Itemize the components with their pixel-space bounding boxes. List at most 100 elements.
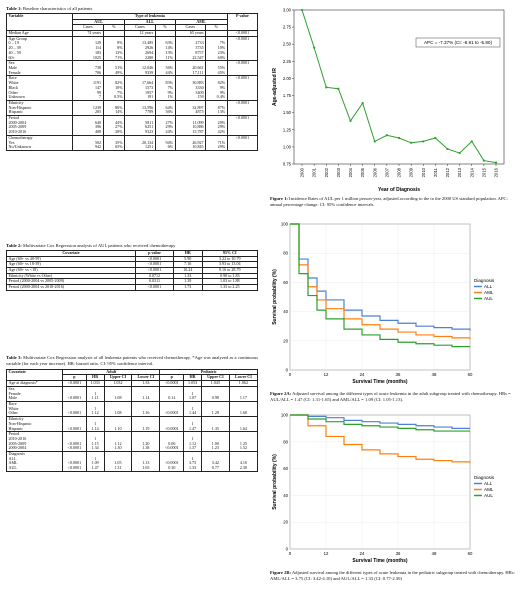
t3-adult-cell: 1.12 1.30: [103, 431, 133, 453]
table-row: Age Group 0 – 19 20 – 39 40 – 59 60+ 129…: [6, 35, 259, 62]
y-tick-label: 2.75: [283, 25, 292, 30]
data-point: [446, 147, 449, 151]
table-row: Diagnosis ALL AML AUL <0.0001 <0.0001 1 …: [6, 451, 259, 472]
x-tick-label: 2014: [469, 167, 474, 177]
t3-ped-cell: 0.98: [200, 385, 230, 403]
x-tick-label: 2011: [433, 167, 438, 177]
t1-pvalue: <0.0001: [226, 35, 259, 62]
legend-label-aml: AML: [484, 487, 494, 492]
data-point: [349, 119, 352, 122]
table-row: Period (2000-2004 vs 2010-2016) <0.0001 1.…: [6, 284, 259, 291]
x-tick-label: 2010: [421, 167, 426, 177]
t1-aml_p: 55% 45%: [205, 60, 228, 77]
data-point: [337, 87, 340, 90]
table1: Variable Type of leukemia P value AUL AL…: [6, 12, 259, 151]
t3-ped-cell: <0.0001: [159, 400, 185, 418]
y-tick-label: 80: [283, 439, 288, 444]
table3: Covariate Adult Pediatric p HR Upper CI …: [6, 368, 259, 472]
t1-aml_c: 32,897 4875: [174, 99, 207, 117]
t2-cell: 1.33 to 2.25: [201, 284, 259, 291]
t1-aul_p: 82% 10% 7% 0.5%: [102, 75, 126, 101]
t3-ped-cell: 4.10 2.30: [228, 451, 259, 472]
x-tick-label: 0: [289, 551, 292, 556]
y-tick-label: 40: [283, 493, 288, 498]
t2-cell: <0.0001: [134, 284, 174, 291]
x-tick-label: 48: [432, 372, 437, 377]
t1-aul_p: 35% 65%: [102, 134, 126, 151]
t1-aml_p: 71% 29%: [205, 134, 228, 151]
x-tick-label: 60: [468, 551, 473, 556]
data-point: [373, 140, 376, 143]
data-point: [397, 136, 401, 140]
t1-aml_c: 2733 3735 8757 22,547: [174, 35, 207, 62]
y-tick-label: 80: [283, 251, 288, 256]
data-point: [410, 141, 413, 144]
y-axis-label: Age-adjusted IR: [272, 68, 278, 106]
series-line-aml: [290, 414, 471, 464]
legend-label-aul: AUL: [484, 493, 493, 498]
t1-variable: Age Group 0 – 19 20 – 39 40 – 59 60+: [6, 35, 73, 62]
t1-all_c: 13,485 2926 2694 2280: [124, 35, 156, 62]
t1-pvalue: <0.0001: [226, 115, 259, 136]
y-axis-label: Survival probability (%): [272, 454, 278, 510]
series-line: [301, 9, 497, 164]
y-tick-label: 1.25: [283, 127, 292, 132]
legend-title: Diagnosis: [474, 475, 495, 480]
t3-adult-cell: <0.0001 <0.0001: [62, 431, 87, 453]
x-tick-label: 36: [396, 372, 401, 377]
t3-ped-cell: 3.42 0.77: [200, 451, 230, 472]
t3-adult-cell: 1 1.14: [85, 416, 105, 433]
data-point: [458, 151, 461, 155]
t3-adult-cell: 1.10: [103, 416, 133, 433]
t3-adult-cell: 1.20 1.38: [131, 431, 161, 453]
table-row: Ethnicity Non-Hispanic Hispanic <0.0001 …: [6, 416, 259, 433]
t1-aml_p: 82% 9% 9% 0.4%: [205, 75, 228, 101]
t2-cell: Period (2000-2004 vs 2010-2016): [6, 284, 136, 291]
t3-adult-cell: 1.14: [131, 385, 161, 403]
t1-variable: Ethnicity Non-Hispanic Hispanic: [6, 99, 73, 117]
y-tick-label: 1.00: [283, 144, 292, 149]
right-column: 0.75 1.00 1.25 1.50 1.75 2.00 2.25 2.50 2.75 3.00…: [270, 4, 516, 582]
t3-adult-cell: <0.0001 <0.0001: [62, 451, 87, 472]
figure1-chart: 0.75 1.00 1.25 1.50 1.75 2.00 2.25 2.50 2.75 3.00…: [272, 8, 505, 193]
data-point: [313, 46, 316, 49]
figure2a-caption: Figure 2A: Adjusted survival among the d…: [270, 390, 511, 402]
y-tick-label: 1.50: [283, 110, 292, 115]
table2-body: Age (60+ vs 40-59) <0.0001 5.90 3.22 to 10.…: [6, 255, 259, 291]
table-row: Ethnicity Non-Hispanic Hispanic 1239 205…: [6, 99, 259, 117]
t3-ped-cell: 1 3.75 1.33: [183, 451, 202, 472]
data-point: [300, 8, 304, 12]
x-tick-label: 2001: [312, 167, 317, 177]
table-row: Race White Other <0.0001 1 1.12 1.08 1.1…: [6, 400, 259, 418]
table-row: Race White Black Other Unknown 1191 147 …: [6, 75, 259, 101]
series-line-aul: [290, 414, 470, 432]
legend-title: Diagnosis: [474, 278, 495, 283]
t1-aul_c: 1191 147 99 7: [72, 75, 104, 101]
t3-adult-cell: 1.08: [103, 385, 133, 403]
table1-caption: Table 1: Baseline characteristics of all…: [6, 6, 93, 11]
table-row: Sex Male Female 738 706 51% 49% 12,046 9…: [6, 60, 259, 77]
y-tick-label: 0: [286, 546, 289, 551]
t3-covariate: Period 2010-2016 2005-2009 2000-2004: [6, 431, 63, 453]
x-tick-label: 24: [360, 551, 365, 556]
x-tick-label: 2000: [300, 167, 305, 177]
t1-aml_c: 20,661 17,111: [174, 60, 207, 77]
t1-h-pvalue: P value: [226, 12, 259, 32]
t3-ped-cell: 1.25 1.52: [228, 431, 259, 453]
y-axis-label: Survival probability (%): [272, 269, 278, 325]
t3-adult-cell: 1.08: [103, 400, 133, 418]
t1-all_c: 17,664 1573 1957 191: [124, 75, 156, 101]
t3-adult-cell: <0.0001: [62, 416, 87, 433]
legend-label-all: ALL: [484, 481, 493, 486]
t3-covariate: Ethnicity Non-Hispanic Hispanic: [6, 416, 63, 433]
x-tick-label: 2006: [372, 167, 377, 177]
t1-variable: Chemotherapy Yes No/Unknown: [6, 134, 73, 151]
table-row: Period 2010-2016 2005-2009 2000-2004 <0.…: [6, 431, 259, 453]
t1-variable: Race White Black Other Unknown: [6, 75, 73, 101]
data-point: [361, 101, 364, 105]
t3-ped-cell: 1.17: [228, 385, 259, 403]
x-tick-label: 36: [396, 551, 401, 556]
data-point: [422, 140, 425, 143]
table3-caption: Table 3: Multivariate Cox Regression ana…: [6, 354, 258, 366]
t1-pvalue: <0.0001: [226, 60, 259, 77]
